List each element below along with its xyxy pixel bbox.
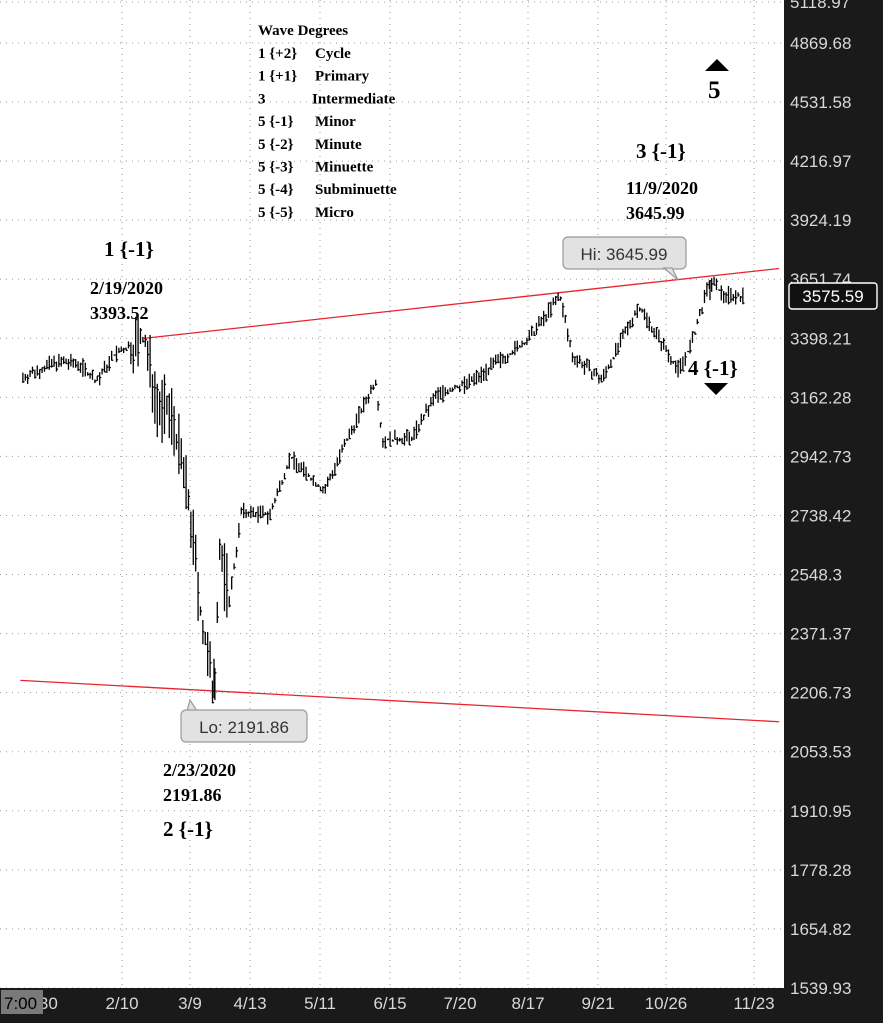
wave-4-label: 4 {-1} <box>688 356 738 380</box>
upper-trendline <box>143 267 780 339</box>
legend-degree-name: Intermediate <box>312 91 396 107</box>
x-tick-label: 10/26 <box>645 994 688 1013</box>
y-tick-label: 1539.93 <box>790 979 851 998</box>
x-tick-label: 11/23 <box>733 994 774 1013</box>
y-tick-label: 3924.19 <box>790 211 851 230</box>
y-tick-label: 1910.95 <box>790 802 851 821</box>
hi-callout-text: Hi: 3645.99 <box>581 245 668 264</box>
legend-degree-name: Minor <box>315 114 356 130</box>
wave-1-label: 1 {-1} <box>104 237 154 261</box>
x-tick-label: 8/17 <box>511 994 544 1013</box>
legend-title: Wave Degrees <box>258 23 348 39</box>
wave-1-price: 3393.52 <box>90 303 149 323</box>
lower-trendline <box>20 679 780 723</box>
wave-1-date: 2/19/2020 <box>90 278 163 298</box>
wave-3-price: 3645.99 <box>626 203 685 223</box>
x-tick-label: 6/15 <box>373 994 406 1013</box>
hi-callout: Hi: 3645.99 <box>562 236 687 281</box>
up-arrow-icon <box>705 59 729 71</box>
legend-degree-count: 5 {-4} <box>258 182 294 198</box>
last-price-label: 3575.59 <box>802 287 863 306</box>
wave-1-annotation: 1 {-1} 2/19/2020 3393.52 <box>90 237 163 323</box>
plot-area <box>0 0 784 988</box>
lo-callout: Lo: 2191.86 <box>180 698 308 743</box>
y-axis-panel <box>784 0 883 1023</box>
y-axis-ticks: 5118.974869.684531.584216.973924.193651.… <box>790 0 851 998</box>
legend-degree-count: 5 {-2} <box>258 137 294 153</box>
down-arrow-icon <box>704 383 728 395</box>
wave-degrees-legend: Wave Degrees 1 {+2} Cycle 1 {+1} Primary 3 In… <box>258 23 397 221</box>
last-price-marker[interactable]: 3575.59 <box>788 282 878 310</box>
legend-degree-count: 5 {-3} <box>258 160 294 176</box>
legend-degree-count: 5 {-5} <box>258 205 294 221</box>
x-tick-label: 3/9 <box>178 994 202 1013</box>
y-tick-label: 5118.97 <box>790 0 850 12</box>
legend-degree-name: Micro <box>315 205 354 221</box>
y-tick-label: 2206.73 <box>790 684 851 703</box>
legend-degree-count: 3 <box>258 91 266 107</box>
legend-degree-count: 5 {-1} <box>258 114 294 130</box>
y-tick-label: 2738.42 <box>790 506 851 525</box>
wave-2-date: 2/23/2020 <box>163 760 236 780</box>
y-tick-label: 4216.97 <box>790 152 851 171</box>
wave-5-label: 5 <box>708 77 721 104</box>
wave-3-label: 3 {-1} <box>636 139 686 163</box>
y-tick-label: 4869.68 <box>790 34 851 53</box>
wave-4-annotation: 4 {-1} <box>688 356 738 395</box>
x-tick-label: 9/21 <box>581 994 614 1013</box>
wave-2-label: 2 {-1} <box>163 817 213 841</box>
y-tick-label: 3398.21 <box>790 329 851 348</box>
wave-5-annotation: 5 <box>705 59 729 104</box>
wave-3-date: 11/9/2020 <box>626 178 698 198</box>
y-tick-label: 1654.82 <box>790 920 851 939</box>
x-start-text: 7:00 <box>4 994 37 1013</box>
legend-degree-name: Primary <box>315 69 370 85</box>
y-tick-label: 4531.58 <box>790 93 851 112</box>
x-tick-label: 7/20 <box>443 994 476 1013</box>
x-start-label: 7:00 <box>1 990 43 1014</box>
wave-2-price: 2191.86 <box>163 785 222 805</box>
legend-degree-name: Subminuette <box>315 182 397 198</box>
wave-2-annotation: 2/23/2020 2191.86 2 {-1} <box>163 760 236 841</box>
wave-3-annotation: 3 {-1} 11/9/2020 3645.99 <box>626 139 698 223</box>
y-tick-label: 2053.53 <box>790 743 851 762</box>
x-axis-panel <box>0 988 883 1023</box>
x-tick-label: 2/10 <box>105 994 138 1013</box>
y-tick-label: 3162.28 <box>790 388 851 407</box>
legend-degree-count: 1 {+2} <box>258 46 297 62</box>
x-axis-ticks: /30 2/10 3/9 4/13 5/11 6/15 7/20 8/17 9/21 10/26 1… <box>34 994 774 1013</box>
legend-degree-name: Minuette <box>315 160 374 176</box>
x-tick-label: 5/11 <box>304 994 336 1013</box>
legend-degree-name: Cycle <box>315 46 351 62</box>
y-tick-label: 2371.37 <box>790 625 851 644</box>
y-tick-label: 1778.28 <box>790 861 851 880</box>
legend-degree-count: 1 {+1} <box>258 69 297 85</box>
x-tick-label: 4/13 <box>233 994 266 1013</box>
price-bars <box>22 276 745 704</box>
y-tick-label: 2548.3 <box>790 566 842 585</box>
legend-degree-name: Minute <box>315 137 362 153</box>
y-tick-label: 2942.73 <box>790 447 851 466</box>
lo-callout-text: Lo: 2191.86 <box>199 718 289 737</box>
